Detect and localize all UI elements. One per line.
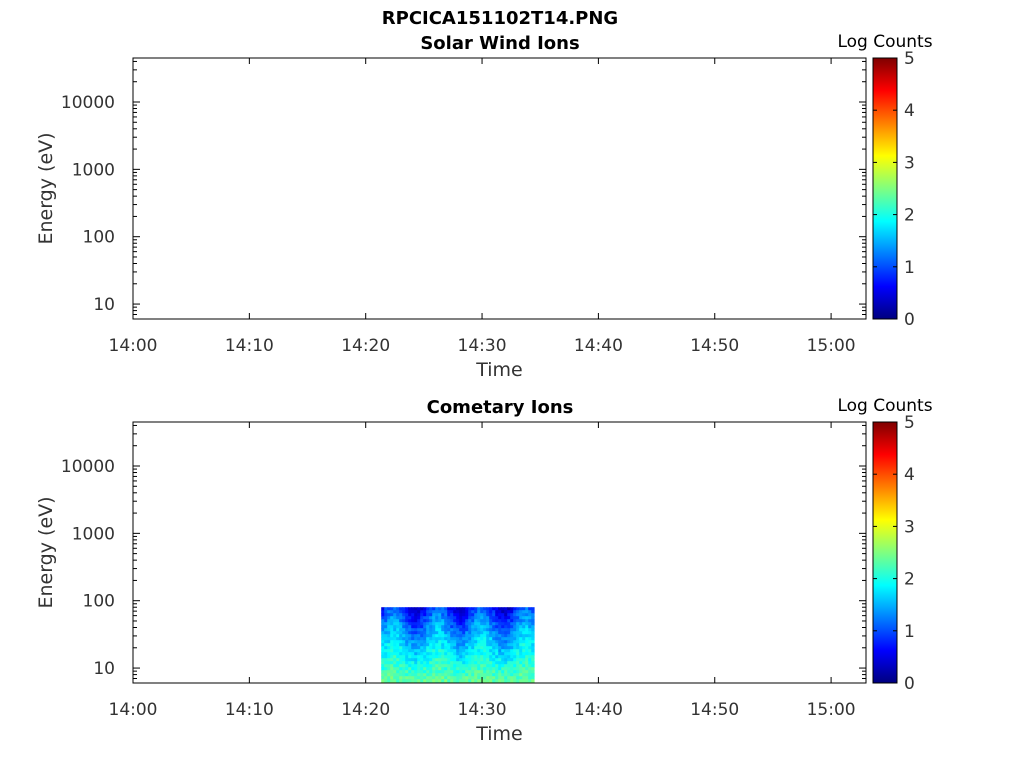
- panel-title: Solar Wind Ions: [420, 33, 579, 54]
- x-tick-label: 14:10: [225, 336, 274, 356]
- colorbar-label: Log Counts: [837, 396, 932, 416]
- y-tick-label: 10: [93, 659, 115, 679]
- colorbar: [872, 421, 898, 684]
- y-axis-label: Energy (eV): [35, 132, 57, 244]
- y-tick-label: 10: [93, 295, 115, 315]
- x-tick-label: 14:40: [574, 700, 623, 720]
- x-tick-label: 14:00: [109, 336, 158, 356]
- x-tick-label: 14:50: [690, 700, 739, 720]
- x-tick-label: 14:10: [225, 700, 274, 720]
- x-tick-label: 14:40: [574, 336, 623, 356]
- panel-solar-wind-ions: 14:00 14:10 14:20 14:30 14:40 14:50 15:0010100…: [35, 32, 933, 381]
- y-axis-label: Energy (eV): [35, 496, 57, 608]
- y-tick-label: 10000: [61, 457, 115, 477]
- x-tick-label: 14:20: [341, 336, 390, 356]
- colorbar-tick-label: 4: [904, 101, 915, 121]
- colorbar-tick-label: 0: [904, 310, 915, 330]
- colorbar-tick-label: 3: [904, 517, 915, 537]
- x-tick-label: 14:50: [690, 336, 739, 356]
- colorbar-tick-label: 2: [904, 570, 915, 590]
- y-tick-label: 10000: [61, 93, 115, 113]
- colorbar-tick-label: 4: [904, 465, 915, 485]
- y-tick-label: 1000: [72, 160, 115, 180]
- x-tick-label: 14:20: [341, 700, 390, 720]
- x-tick-label: 14:00: [109, 700, 158, 720]
- colorbar: [872, 57, 898, 320]
- colorbar-tick-label: 2: [904, 206, 915, 226]
- y-tick-label: 100: [83, 592, 115, 612]
- colorbar-label: Log Counts: [837, 32, 932, 52]
- colorbar-tick-label: 1: [904, 622, 915, 642]
- colorbar-tick-label: 3: [904, 153, 915, 173]
- colorbar-tick-label: 5: [904, 413, 915, 433]
- colorbar-tick-label: 5: [904, 49, 915, 69]
- spectrogram-cells: [381, 607, 535, 683]
- x-tick-label: 14:30: [458, 336, 507, 356]
- panel-title: Cometary Ions: [427, 397, 574, 418]
- x-tick-label: 14:30: [458, 700, 507, 720]
- colorbar-tick-label: 0: [904, 674, 915, 694]
- x-tick-label: 15:00: [807, 700, 856, 720]
- x-axis-label: Time: [475, 359, 523, 381]
- colorbar-tick-label: 1: [904, 258, 915, 278]
- x-axis-label: Time: [475, 723, 523, 745]
- figure-title: RPCICA151102T14.PNG: [382, 8, 618, 29]
- y-tick-label: 100: [83, 228, 115, 248]
- plot-frame: [132, 57, 867, 320]
- plot-frame: [132, 421, 867, 684]
- y-tick-label: 1000: [72, 524, 115, 544]
- panel-cometary-ions: 14:00 14:10 14:20 14:30 14:40 14:50 15:0010100…: [35, 396, 933, 745]
- x-tick-label: 15:00: [807, 336, 856, 356]
